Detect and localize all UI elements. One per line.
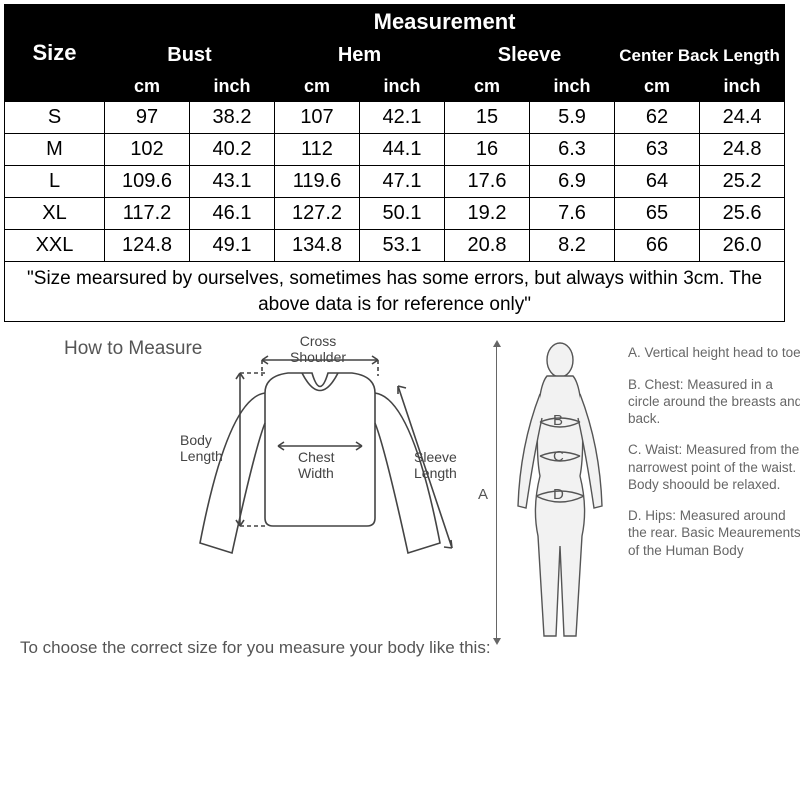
value-cell: 109.6 <box>105 166 190 198</box>
size-chart-table: Size Measurement Bust Hem Sleeve Center … <box>4 4 785 322</box>
table-note: "Size mearsured by ourselves, sometimes … <box>5 262 785 322</box>
header-hem: Hem <box>275 40 445 72</box>
value-cell: 16 <box>445 134 530 166</box>
header-bust: Bust <box>105 40 275 72</box>
value-cell: 47.1 <box>360 166 445 198</box>
size-cell: L <box>5 166 105 198</box>
value-cell: 24.4 <box>700 102 785 134</box>
value-cell: 40.2 <box>190 134 275 166</box>
size-cell: S <box>5 102 105 134</box>
value-cell: 7.6 <box>530 198 615 230</box>
value-cell: 19.2 <box>445 198 530 230</box>
table-row: XXL 124.8 49.1 134.8 53.1 20.8 8.2 66 26… <box>5 230 785 262</box>
unit-inch: inch <box>360 72 445 102</box>
value-cell: 44.1 <box>360 134 445 166</box>
table-row: L 109.6 43.1 119.6 47.1 17.6 6.9 64 25.2 <box>5 166 785 198</box>
value-cell: 64 <box>615 166 700 198</box>
table-header: Size Measurement Bust Hem Sleeve Center … <box>5 5 785 102</box>
legend-item-b: B. Chest: Measured in a circle around th… <box>628 376 800 428</box>
unit-cm: cm <box>105 72 190 102</box>
header-measurement: Measurement <box>105 5 785 40</box>
value-cell: 15 <box>445 102 530 134</box>
value-cell: 127.2 <box>275 198 360 230</box>
measurement-legend: A. Vertical height head to toe. B. Chest… <box>628 344 800 573</box>
value-cell: 25.6 <box>700 198 785 230</box>
value-cell: 112 <box>275 134 360 166</box>
unit-inch: inch <box>530 72 615 102</box>
legend-item-c: C. Waist: Measured from the narrowest po… <box>628 441 800 493</box>
table-row: XL 117.2 46.1 127.2 50.1 19.2 7.6 65 25.… <box>5 198 785 230</box>
value-cell: 26.0 <box>700 230 785 262</box>
value-cell: 17.6 <box>445 166 530 198</box>
legend-item-d: D. Hips: Measured around the rear. Basic… <box>628 507 800 559</box>
ruler-a <box>496 344 497 640</box>
label-sleeve-length: SleeveLength <box>414 450 457 481</box>
header-center-back: Center Back Length <box>615 40 785 72</box>
arrow-down-icon <box>493 638 501 645</box>
unit-inch: inch <box>190 72 275 102</box>
value-cell: 62 <box>615 102 700 134</box>
table-note-row: "Size mearsured by ourselves, sometimes … <box>5 262 785 322</box>
value-cell: 24.8 <box>700 134 785 166</box>
value-cell: 63 <box>615 134 700 166</box>
label-cross-shoulder: CrossShoulder <box>290 334 346 365</box>
value-cell: 65 <box>615 198 700 230</box>
value-cell: 42.1 <box>360 102 445 134</box>
howto-choose-line: To choose the correct size for you measu… <box>20 638 491 658</box>
arrow-up-icon <box>493 340 501 347</box>
marker-d: D <box>553 486 564 503</box>
size-cell: M <box>5 134 105 166</box>
how-to-measure-section: How to Measure <box>10 336 790 756</box>
value-cell: 102 <box>105 134 190 166</box>
unit-cm: cm <box>445 72 530 102</box>
table-row: S 97 38.2 107 42.1 15 5.9 62 24.4 <box>5 102 785 134</box>
unit-inch: inch <box>700 72 785 102</box>
value-cell: 49.1 <box>190 230 275 262</box>
value-cell: 38.2 <box>190 102 275 134</box>
value-cell: 97 <box>105 102 190 134</box>
value-cell: 25.2 <box>700 166 785 198</box>
value-cell: 46.1 <box>190 198 275 230</box>
size-cell: XXL <box>5 230 105 262</box>
table-body: S 97 38.2 107 42.1 15 5.9 62 24.4 M 102 … <box>5 102 785 322</box>
size-cell: XL <box>5 198 105 230</box>
value-cell: 20.8 <box>445 230 530 262</box>
value-cell: 66 <box>615 230 700 262</box>
unit-cm: cm <box>615 72 700 102</box>
value-cell: 117.2 <box>105 198 190 230</box>
value-cell: 6.3 <box>530 134 615 166</box>
table-row: M 102 40.2 112 44.1 16 6.3 63 24.8 <box>5 134 785 166</box>
value-cell: 134.8 <box>275 230 360 262</box>
header-sleeve: Sleeve <box>445 40 615 72</box>
marker-c: C <box>553 448 564 465</box>
value-cell: 119.6 <box>275 166 360 198</box>
value-cell: 50.1 <box>360 198 445 230</box>
value-cell: 6.9 <box>530 166 615 198</box>
body-figure: A B C D <box>490 336 620 666</box>
value-cell: 8.2 <box>530 230 615 262</box>
marker-a: A <box>478 486 488 503</box>
value-cell: 124.8 <box>105 230 190 262</box>
marker-b: B <box>553 412 563 429</box>
value-cell: 5.9 <box>530 102 615 134</box>
unit-cm: cm <box>275 72 360 102</box>
label-chest-width: ChestWidth <box>298 450 335 481</box>
value-cell: 43.1 <box>190 166 275 198</box>
label-body-length: BodyLength <box>180 433 223 464</box>
legend-item-a: A. Vertical height head to toe. <box>628 344 800 361</box>
value-cell: 53.1 <box>360 230 445 262</box>
value-cell: 107 <box>275 102 360 134</box>
garment-diagram: CrossShoulder BodyLength ChestWidth Slee… <box>170 338 470 608</box>
header-size: Size <box>5 5 105 102</box>
